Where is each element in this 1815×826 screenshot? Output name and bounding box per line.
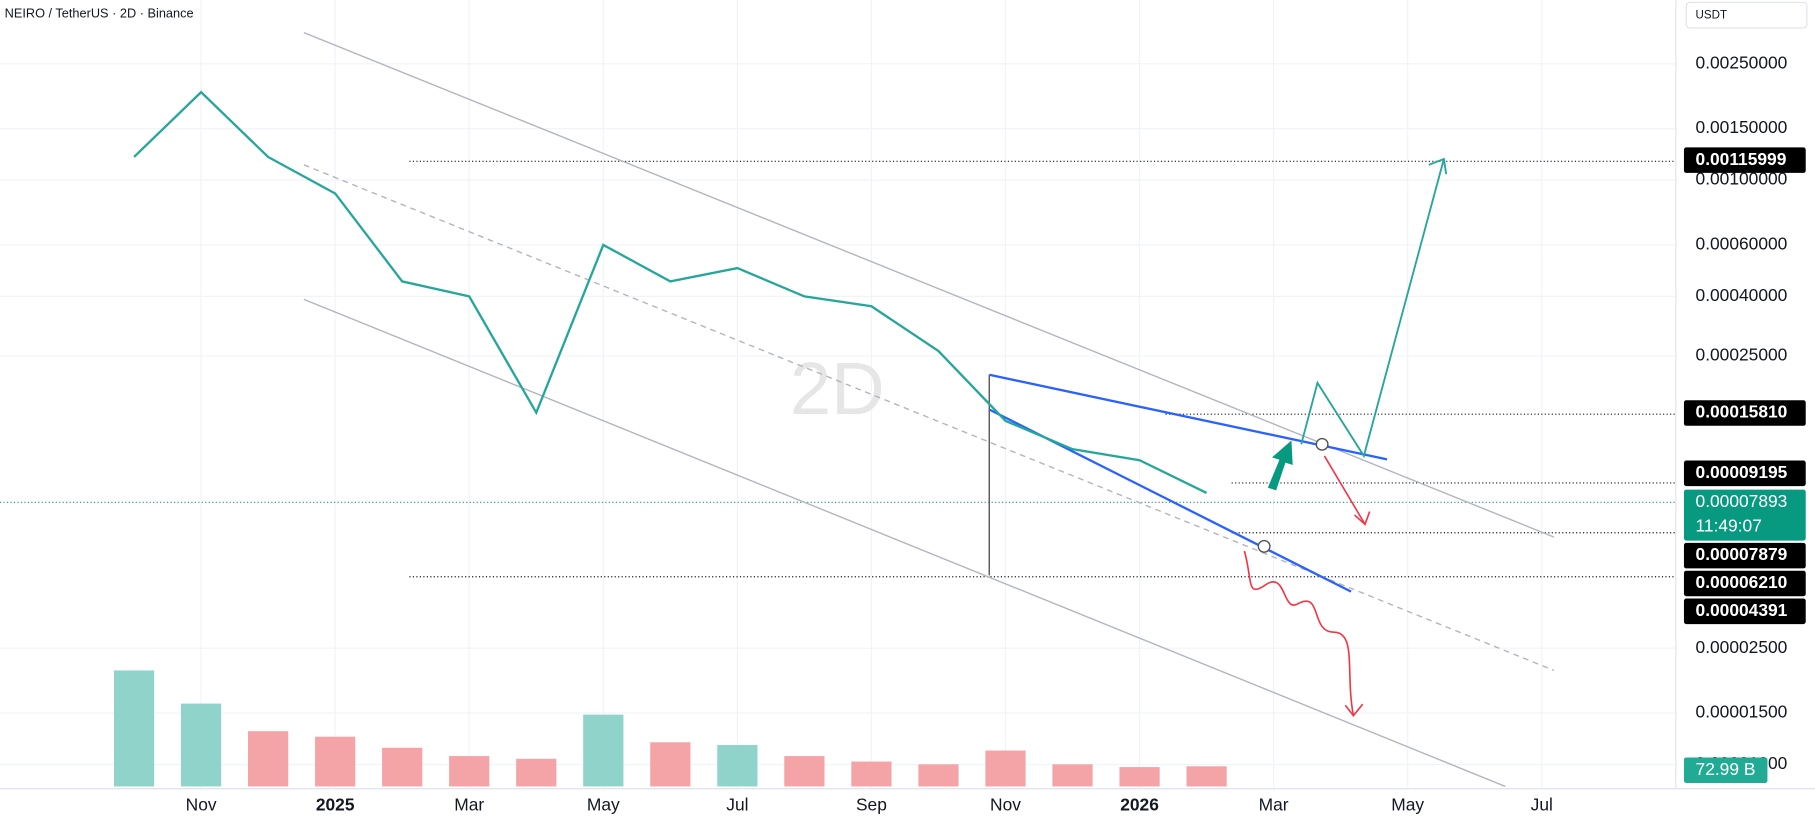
- price: [133, 90, 1208, 494]
- volume-bar: [784, 756, 825, 787]
- volume-bar: [180, 703, 222, 787]
- countdown: 11:49:07: [1696, 515, 1762, 535]
- volume-bar: [449, 756, 490, 787]
- level-label: 0.00007879: [1696, 544, 1788, 564]
- anchor: [1315, 437, 1329, 451]
- volume-bar: [1119, 767, 1160, 787]
- level-label: 0.00009195: [1696, 462, 1788, 482]
- level-label: 0.00115999: [1696, 149, 1787, 169]
- last-price-badge: [1683, 489, 1806, 541]
- volume-bar: [583, 714, 624, 787]
- y-tick-label: 0.00025000: [1696, 345, 1788, 365]
- axes: 0.00250000 0.00150000 0.00100000 0.00060000…: [186, 52, 1806, 815]
- bear-arrowhead: [1354, 511, 1371, 526]
- channel-upper: [303, 31, 1555, 538]
- level-badge: [1683, 570, 1806, 597]
- volume-bar: [717, 745, 758, 787]
- y-tick-label: 0.00250000: [1696, 52, 1788, 72]
- channel-lower: [303, 298, 1506, 788]
- volume-bar: [851, 761, 892, 787]
- volume-label: 72.99 B: [1696, 759, 1756, 779]
- x-tick-label: Nov: [186, 795, 217, 815]
- volume: [113, 670, 1227, 787]
- x-tick-label: 2026: [1120, 795, 1159, 815]
- bear-arrowhead-2: [1344, 703, 1364, 718]
- y-tick-label: 0.00001500: [1696, 702, 1788, 722]
- currency-box[interactable]: [1685, 1, 1808, 29]
- level-badge: [1683, 460, 1806, 487]
- x-tick-label: 2025: [316, 795, 355, 815]
- y-tick-label: 0.00060000: [1696, 234, 1788, 254]
- level-badge: [1683, 400, 1806, 426]
- x-tick-label: Nov: [990, 795, 1021, 815]
- chart-title: NEIRO / TetherUS · 2D · Binance: [5, 5, 194, 20]
- level-badge: [1683, 542, 1806, 569]
- level-badge: [1683, 598, 1806, 625]
- x-tick-label: May: [1391, 795, 1424, 815]
- y-tick-label: 0.00002500: [1696, 637, 1788, 657]
- level-label: 0.00006210: [1696, 572, 1788, 592]
- anchor: [1257, 539, 1271, 553]
- watermark: 2D: [790, 347, 885, 430]
- channel-mid: [303, 164, 1555, 672]
- volume-bar: [918, 764, 959, 787]
- breakout-arrow: [1267, 440, 1293, 491]
- bull-path: [1300, 158, 1445, 459]
- volume-bar: [650, 742, 691, 787]
- bear-path: [1323, 455, 1366, 525]
- x-tick-label: Mar: [1259, 795, 1289, 815]
- volume-bar: [382, 747, 423, 787]
- volume-bar: [1052, 764, 1093, 787]
- price-line: [133, 90, 1208, 494]
- level-label: 0.00015810: [1696, 402, 1788, 422]
- x-tick-label: Mar: [454, 795, 484, 815]
- levels: [0, 160, 1676, 578]
- volume-bar: [113, 670, 155, 787]
- grid: [0, 0, 1676, 789]
- volume-bar: [985, 750, 1026, 787]
- x-tick-label: Jul: [726, 795, 748, 815]
- level-label: 0.00004391: [1696, 600, 1788, 620]
- y-tick-label: 0.00150000: [1696, 117, 1788, 137]
- bear-path-2: [1243, 550, 1355, 716]
- drawings: [303, 31, 1555, 788]
- currency[interactable]: USDT: [1696, 9, 1728, 21]
- y-tick-label: 0.00100000: [1696, 169, 1788, 189]
- volume-bar: [248, 731, 289, 787]
- x-tick-label: Sep: [856, 795, 887, 815]
- x-tick-label: May: [587, 795, 620, 815]
- volume-bar: [1186, 766, 1227, 787]
- y-tick-label: 0.00040000: [1696, 285, 1788, 305]
- volume-badge: [1683, 757, 1768, 783]
- x-tick-label: Jul: [1531, 795, 1553, 815]
- volume-bar: [516, 758, 557, 787]
- bull-arrowhead: [1428, 157, 1448, 175]
- last-price-label: 0.00007893: [1696, 491, 1788, 511]
- volume-bar: [315, 736, 356, 787]
- level-badge: [1683, 147, 1806, 173]
